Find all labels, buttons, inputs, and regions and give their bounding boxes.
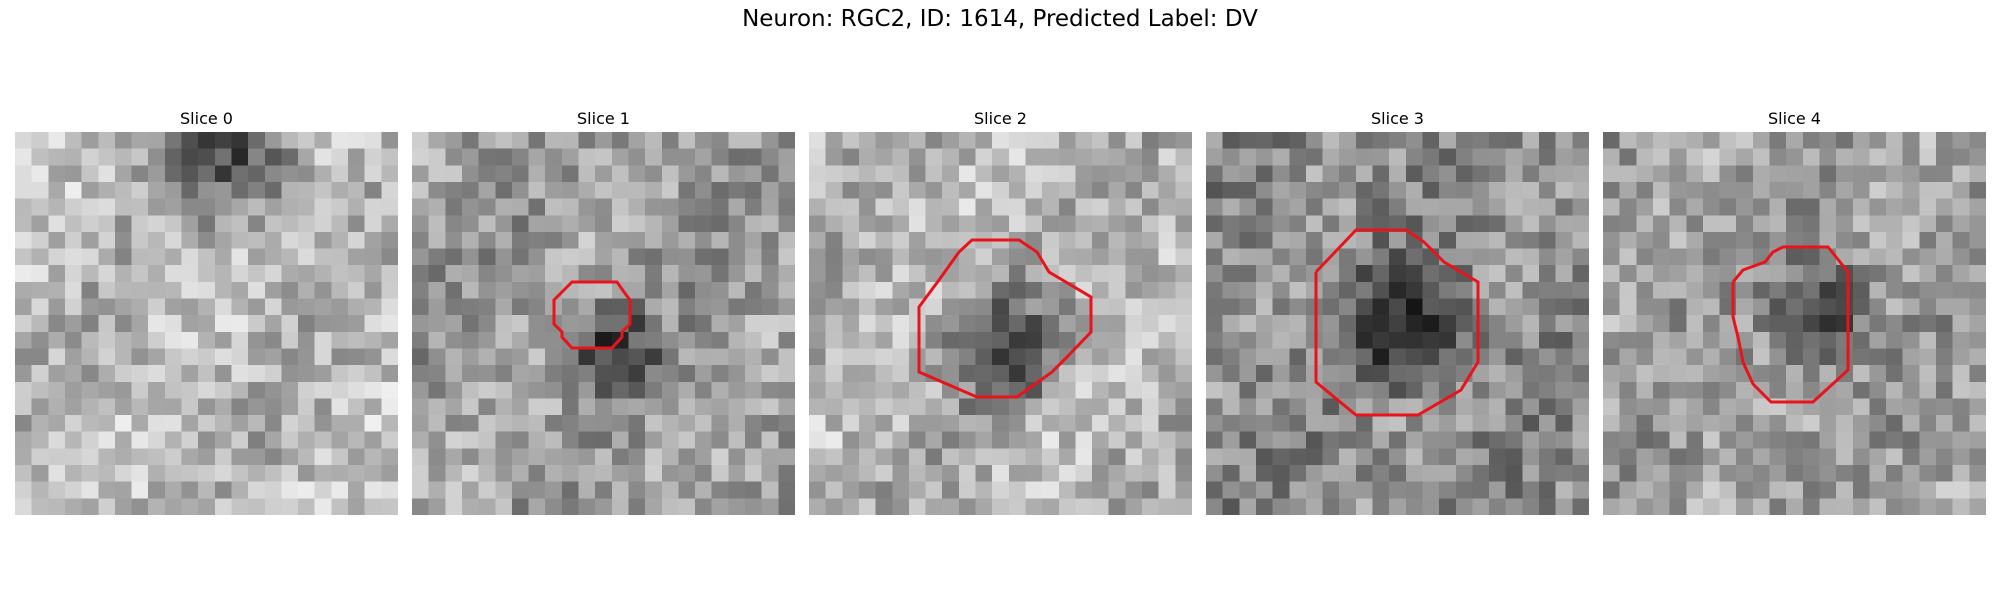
roi-contour — [552, 280, 632, 350]
roi-contour-overlay — [1731, 245, 1850, 404]
roi-contour — [917, 238, 1093, 399]
slice-panel-2: Slice 2 — [809, 108, 1192, 515]
slice-image-pixels — [15, 132, 398, 515]
roi-contour-overlay — [917, 238, 1093, 399]
slice-panel-0: Slice 0 — [15, 108, 398, 515]
slice-image-pixels — [1206, 132, 1589, 515]
slice-image — [412, 132, 795, 515]
slice-panel-1: Slice 1 — [412, 108, 795, 515]
roi-contour-overlay — [552, 280, 632, 350]
slice-image — [809, 132, 1192, 515]
slice-image — [15, 132, 398, 515]
roi-contour-overlay — [1314, 228, 1480, 417]
slice-title: Slice 4 — [1768, 109, 1821, 128]
slice-title: Slice 0 — [180, 109, 233, 128]
slice-image — [1206, 132, 1589, 515]
slice-title: Slice 2 — [974, 109, 1027, 128]
slice-title: Slice 3 — [1371, 109, 1424, 128]
slice-panel-4: Slice 4 — [1603, 108, 1986, 515]
slice-panel-3: Slice 3 — [1206, 108, 1589, 515]
slice-image — [1603, 132, 1986, 515]
roi-contour — [1731, 245, 1850, 404]
slice-image-pixels — [1603, 132, 1986, 515]
roi-contour — [1314, 228, 1480, 417]
slice-image-pixels — [412, 132, 795, 515]
slice-title: Slice 1 — [577, 109, 630, 128]
figure-title: Neuron: RGC2, ID: 1614, Predicted Label:… — [742, 6, 1258, 32]
slice-image-pixels — [809, 132, 1192, 515]
